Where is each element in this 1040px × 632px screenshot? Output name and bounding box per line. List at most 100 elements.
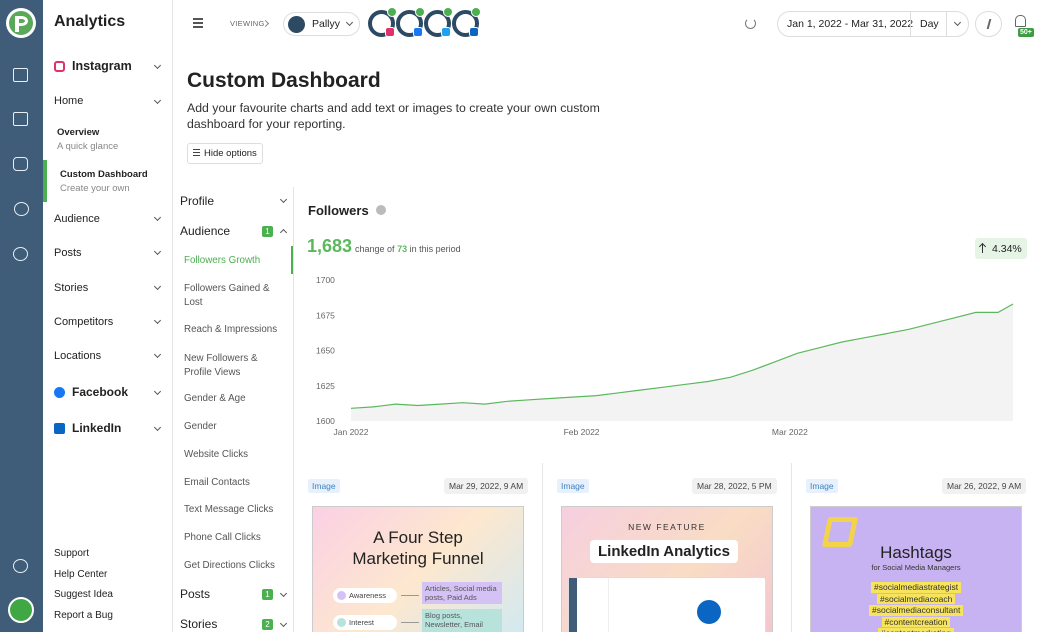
settings-icon[interactable]	[13, 559, 28, 573]
nav-linkedin[interactable]: LinkedIn	[72, 421, 122, 435]
hide-options[interactable]: Hide options	[187, 143, 263, 164]
quick-action[interactable]	[975, 11, 1002, 37]
menu-icon[interactable]	[193, 18, 203, 20]
nav-overview-sub: A quick glance	[57, 141, 119, 152]
chevron	[345, 18, 354, 27]
menu-icon[interactable]	[193, 22, 203, 24]
menu-stories[interactable]: Stories	[180, 617, 218, 631]
account-avatar[interactable]	[452, 7, 481, 37]
menu-item[interactable]: Text Message Clicks	[184, 504, 274, 515]
image-subheading: for Social Media Managers	[871, 563, 961, 572]
account-platform	[441, 27, 451, 37]
nav-section[interactable]: Stories	[54, 282, 89, 294]
nav-section[interactable]: Competitors	[54, 316, 114, 328]
divider	[910, 12, 911, 36]
menu-item[interactable]: Reach & Impressions	[184, 324, 278, 335]
footer-link[interactable]: Report a Bug	[54, 610, 113, 622]
post-image[interactable]: NEW FEATURE LinkedIn Analytics	[561, 506, 773, 632]
step-dot	[337, 591, 346, 600]
account-check	[471, 7, 481, 17]
menu-item[interactable]: Email Contacts	[184, 477, 250, 488]
post-type-tag: Image	[806, 479, 838, 493]
growth-pill: 4.34%	[975, 238, 1027, 259]
footer-link[interactable]: Help Center	[54, 568, 108, 580]
menu-item[interactable]: Gender	[184, 421, 217, 432]
y-tick-label: 1600	[316, 416, 335, 426]
menu-item[interactable]: Followers Growth	[184, 255, 261, 266]
change-text: change of 73 in this period	[355, 244, 461, 254]
menu-icon[interactable]	[193, 26, 203, 28]
nav-facebook[interactable]: Facebook	[72, 385, 129, 399]
post-date: Mar 26, 2022, 9 AM	[942, 478, 1027, 494]
x-tick-label: Feb 2022	[564, 427, 600, 437]
analytics-icon[interactable]	[13, 112, 28, 126]
account-platform	[385, 27, 395, 37]
links-icon[interactable]	[14, 202, 29, 216]
nav-custom-sub: Create your own	[60, 183, 130, 194]
screenshot-mock	[568, 577, 766, 632]
menu-audience[interactable]: Audience	[180, 224, 231, 238]
y-tick-label: 1675	[316, 310, 335, 320]
bell-icon[interactable]	[1015, 15, 1026, 27]
y-tick-label: 1650	[316, 346, 335, 356]
active-item-indicator	[291, 246, 293, 274]
hashtag: #socialmediastrategist	[871, 582, 962, 593]
nav-section[interactable]: Audience	[54, 213, 100, 225]
calendar-icon[interactable]	[13, 68, 28, 82]
followers-total: 1,683	[307, 236, 353, 256]
nav-overview[interactable]: Overview	[57, 127, 100, 138]
change-suffix: in this period	[409, 244, 461, 254]
account-avatar[interactable]	[396, 7, 425, 37]
facebook-icon	[54, 387, 65, 398]
post-date: Mar 29, 2022, 9 AM	[444, 478, 529, 494]
nav-home[interactable]: Home	[54, 95, 84, 107]
menu-item[interactable]: New Followers & Profile Views	[184, 353, 258, 378]
post-type-tag: Image	[557, 479, 589, 493]
footer-link[interactable]: Suggest Idea	[54, 589, 113, 601]
account-avatar[interactable]	[368, 7, 397, 37]
discover-icon[interactable]	[13, 247, 28, 261]
account-avatar[interactable]	[424, 7, 453, 37]
step-dot	[337, 618, 346, 627]
menu-item[interactable]: Phone Call Clicks	[184, 532, 261, 543]
nav-section[interactable]: Locations	[54, 350, 102, 362]
menu-posts[interactable]: Posts	[180, 587, 211, 601]
x-tick-label: Jan 2022	[334, 427, 369, 437]
menu-profile[interactable]: Profile	[180, 194, 215, 208]
nav-instagram[interactable]: Instagram	[72, 59, 132, 73]
image-heading: Marketing Funnel	[352, 549, 484, 568]
step-arrow	[401, 595, 419, 596]
nav-custom[interactable]: Custom Dashboard	[60, 169, 148, 180]
profile-avatar[interactable]	[8, 597, 34, 623]
inbox-icon[interactable]	[13, 157, 28, 171]
post-image[interactable]: A Four Step Marketing Funnel Awareness Arti…	[312, 506, 524, 632]
divider	[791, 463, 792, 632]
date-picker[interactable]: Jan 1, 2022 - Mar 31, 2022 Day	[777, 11, 969, 37]
followers-line	[350, 303, 1014, 409]
chevron	[953, 18, 962, 27]
menu-item[interactable]: Gender & Age	[184, 393, 246, 404]
image-heading: A Four Step	[373, 528, 463, 547]
step-arrow	[401, 622, 419, 623]
step-detail: Articles, Social media posts, Paid Ads	[422, 582, 502, 604]
menu-item[interactable]: Website Clicks	[184, 449, 249, 460]
count-badge: 1	[262, 226, 273, 237]
workspace-select[interactable]: Pallyy	[283, 12, 360, 36]
post-date: Mar 28, 2022, 5 PM	[692, 478, 777, 494]
arrow-up-icon	[982, 244, 984, 253]
active-indicator	[43, 160, 47, 202]
refresh-icon[interactable]	[745, 18, 756, 29]
menu-item[interactable]: Get Directions Clicks	[184, 560, 275, 571]
nav-section[interactable]: Posts	[54, 247, 82, 259]
page-title: Custom Dashboard	[187, 69, 381, 92]
post-image[interactable]: Hashtags for Social Media Managers #social…	[810, 506, 1022, 632]
linkedin-icon	[54, 423, 65, 434]
mock-rail	[569, 578, 577, 632]
page-description: Add your favourite charts and add text o…	[187, 101, 600, 131]
account-platform	[469, 27, 479, 37]
change-prefix: change of	[355, 244, 395, 254]
footer-link[interactable]: Support	[54, 548, 90, 559]
mock-sidebar	[577, 578, 609, 632]
menu-item[interactable]: Followers Gained & Lost	[184, 283, 270, 308]
